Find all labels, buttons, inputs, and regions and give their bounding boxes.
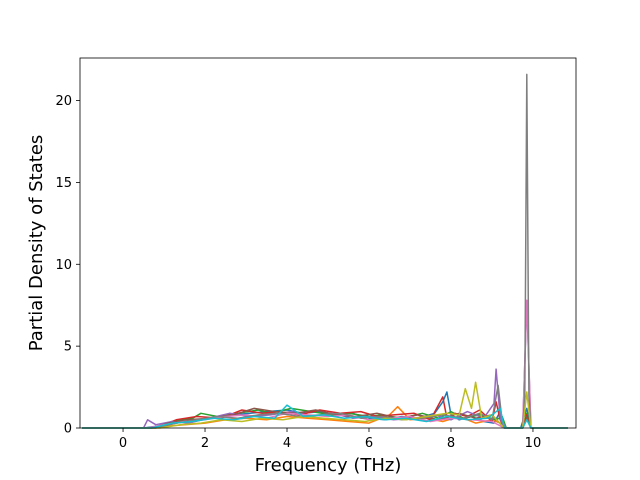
x-axis-label: Frequency (THz)	[255, 455, 402, 476]
y-tick-label: 15	[55, 176, 72, 191]
axes-frame	[79, 57, 577, 429]
y-tick-label: 10	[55, 258, 72, 273]
x-tick-label: 10	[525, 436, 542, 451]
x-tick-label: 0	[119, 436, 127, 451]
x-axis-ticks: 0 2 4 6 8 10	[119, 428, 541, 451]
x-tick-label: 4	[283, 436, 291, 451]
series-line-9	[82, 381, 568, 429]
y-tick-label: 20	[55, 94, 72, 109]
x-tick-label: 6	[365, 436, 373, 451]
x-tick-label: 2	[201, 436, 209, 451]
y-tick-label: 0	[64, 422, 72, 437]
x-tick-label: 8	[447, 436, 455, 451]
y-axis-ticks: 0 5 10 15 20	[55, 94, 80, 437]
y-tick-label: 5	[64, 340, 72, 355]
y-axis-label: Partial Density of States	[26, 135, 47, 352]
